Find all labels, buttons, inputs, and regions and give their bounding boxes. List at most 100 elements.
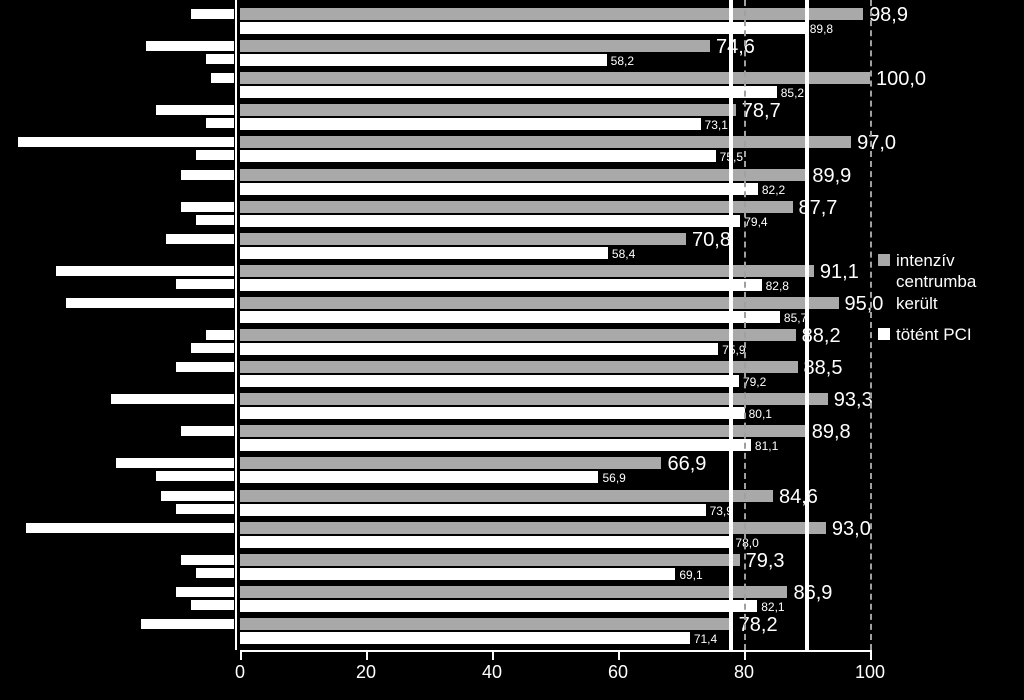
bar-gray-value: 86,9 [793, 582, 832, 605]
bar-white [240, 183, 758, 195]
bar-white [240, 600, 757, 612]
bar-gray [240, 554, 740, 566]
bar-white [240, 215, 740, 227]
legend-swatch-white [878, 328, 890, 340]
x-tick [366, 650, 368, 660]
reference-line [729, 0, 733, 650]
bar-gray-value: 84,6 [779, 486, 818, 509]
x-tick-label: 20 [356, 662, 376, 683]
bar-white [240, 568, 675, 580]
bar-gray-value: 70,8 [692, 229, 731, 252]
legend: intenzív centrumba került tötént PCI [878, 250, 1018, 355]
bar-white-value: 82,1 [761, 600, 784, 614]
bar-gray [240, 457, 661, 469]
bar-gray-value: 88,5 [804, 357, 843, 380]
left-mini-bar [175, 503, 235, 515]
x-axis-line [240, 650, 870, 652]
bar-white-value: 82,8 [766, 279, 789, 293]
left-mini-bar [205, 329, 235, 341]
bar-gray-value: 74,6 [716, 36, 755, 59]
bar-white [240, 439, 751, 451]
bar-white [240, 247, 608, 259]
bar-white-value: 82,2 [762, 183, 785, 197]
left-mini-bar [180, 201, 235, 213]
left-mini-bar [25, 522, 235, 534]
left-mini-bar [165, 233, 235, 245]
bar-gray-value: 97,0 [857, 132, 896, 155]
left-mini-bar [210, 72, 235, 84]
x-tick [240, 650, 242, 660]
left-mini-bar [160, 490, 235, 502]
bar-white-value: 75,9 [722, 343, 745, 357]
x-tick-label: 100 [855, 662, 885, 683]
bar-gray-value: 89,8 [812, 421, 851, 444]
left-axis-line [235, 0, 237, 650]
bar-white-value: 81,1 [755, 439, 778, 453]
x-tick-label: 80 [734, 662, 754, 683]
bar-gray [240, 265, 814, 277]
left-mini-bar [55, 265, 235, 277]
x-tick [744, 650, 746, 660]
bar-white-value: 85,7 [784, 311, 807, 325]
bar-white-value: 73,1 [705, 118, 728, 132]
bar-white-value: 58,4 [612, 247, 635, 261]
legend-label-white: tötént PCI [896, 324, 972, 345]
x-tick-label: 0 [235, 662, 245, 683]
bar-gray-value: 93,3 [834, 389, 873, 412]
left-mini-bar [155, 104, 235, 116]
left-mini-bar [205, 53, 235, 65]
bar-gray [240, 522, 826, 534]
bar-gray-value: 98,9 [869, 4, 908, 27]
bar-gray [240, 8, 863, 20]
x-tick-label: 60 [608, 662, 628, 683]
left-mini-bar [205, 117, 235, 129]
left-mini-bar [115, 457, 235, 469]
bar-white-value: 79,2 [743, 375, 766, 389]
bar-white-value: 78,0 [735, 536, 758, 550]
bar-gray [240, 393, 828, 405]
bar-gray-value: 89,9 [812, 165, 851, 188]
left-mini-bar [145, 40, 235, 52]
x-tick [870, 650, 872, 660]
gridline [744, 0, 746, 650]
left-mini-bar [180, 554, 235, 566]
left-mini-bar [195, 149, 235, 161]
left-mini-bar [195, 567, 235, 579]
bar-white-value: 69,1 [679, 568, 702, 582]
bar-gray [240, 297, 839, 309]
bar-gray-value: 66,9 [667, 453, 706, 476]
left-mini-bar [180, 169, 235, 181]
chart-plot-area: 98,989,874,658,2100,085,278,773,197,075,… [240, 0, 870, 650]
bar-white [240, 632, 690, 644]
bar-white [240, 150, 716, 162]
bar-gray [240, 136, 851, 148]
bar-white-value: 85,2 [781, 86, 804, 100]
bar-white-value: 71,4 [694, 632, 717, 646]
left-mini-bar [175, 586, 235, 598]
bar-gray [240, 233, 686, 245]
bar-white [240, 504, 706, 516]
legend-item-gray: intenzív centrumba került [878, 250, 1018, 314]
legend-label-gray: intenzív centrumba került [896, 250, 1018, 314]
bar-gray [240, 40, 710, 52]
bar-white-value: 56,9 [602, 471, 625, 485]
left-mini-bar [175, 278, 235, 290]
bar-white [240, 536, 731, 548]
bar-gray [240, 490, 773, 502]
bar-white [240, 118, 701, 130]
bar-white [240, 279, 762, 291]
left-mini-bar [195, 214, 235, 226]
bar-gray [240, 201, 793, 213]
left-mini-bar [65, 297, 235, 309]
legend-item-white: tötént PCI [878, 324, 1018, 345]
x-tick [618, 650, 620, 660]
bar-gray-value: 100,0 [876, 68, 926, 91]
bar-white-value: 79,4 [744, 215, 767, 229]
bar-white-value: 89,8 [810, 22, 833, 36]
bar-gray [240, 169, 806, 181]
bar-white-value: 58,2 [611, 54, 634, 68]
bar-gray [240, 104, 736, 116]
left-mini-bar [110, 393, 235, 405]
left-mini-bar [190, 342, 235, 354]
x-tick [492, 650, 494, 660]
